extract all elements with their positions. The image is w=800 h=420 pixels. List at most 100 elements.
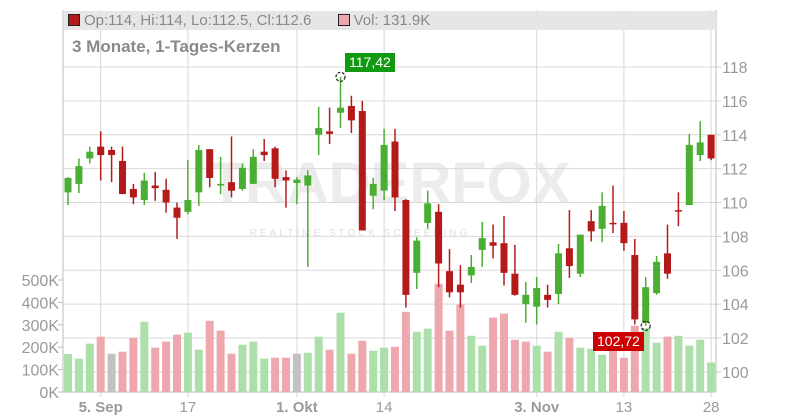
candle xyxy=(413,237,421,289)
candle-body xyxy=(653,261,661,294)
volume-bar xyxy=(598,354,607,392)
volume-bar xyxy=(707,362,716,392)
candle-body xyxy=(282,177,290,181)
volume-bar xyxy=(183,332,192,392)
volume-bar xyxy=(96,336,105,392)
volume-bar xyxy=(630,325,639,392)
candle-body xyxy=(86,151,94,159)
candle xyxy=(337,76,344,128)
candle-body xyxy=(173,207,181,218)
price-tick-label: 112 xyxy=(722,162,748,179)
volume-bar xyxy=(510,339,519,392)
candle xyxy=(674,192,682,227)
volume-bar xyxy=(74,358,83,392)
candle xyxy=(119,146,126,195)
volume-bar xyxy=(565,337,574,392)
candle-body xyxy=(337,107,344,113)
candle xyxy=(86,146,94,164)
price-tick-label: 118 xyxy=(722,60,748,77)
candle-body xyxy=(467,266,475,276)
candle xyxy=(456,265,464,308)
candle-body xyxy=(326,131,334,134)
candle xyxy=(685,133,693,206)
watermark-tagline: REALTIME STOCK SCREENING xyxy=(250,228,471,239)
volume-bar xyxy=(85,343,94,392)
candle-body xyxy=(184,199,192,212)
volume-bar xyxy=(238,344,247,392)
candle-body xyxy=(129,188,137,198)
candle xyxy=(315,106,323,156)
candle-body xyxy=(674,210,682,212)
candle-body xyxy=(511,273,519,295)
candle xyxy=(206,149,214,188)
price-tick-label: 108 xyxy=(722,229,749,246)
volume-tick-label: 500K xyxy=(22,273,60,290)
volume-bar xyxy=(663,336,672,392)
candle-body xyxy=(544,294,552,300)
candle-body xyxy=(97,146,105,156)
volume-bar xyxy=(696,339,705,392)
volume-bar xyxy=(500,313,508,392)
volume-legend-swatch xyxy=(337,14,350,26)
candle xyxy=(609,185,617,234)
volume-tick-label: 100K xyxy=(22,363,60,380)
ohlc-legend: Op:114, Hi:114, Lo:112.5, Cl:112.6 Vol: … xyxy=(64,11,716,30)
volume-bar xyxy=(554,331,563,392)
time-tick-label: 1. Okt xyxy=(276,399,318,416)
candle-body xyxy=(587,221,595,232)
candle xyxy=(598,192,606,243)
volume-bar xyxy=(543,351,552,392)
candle xyxy=(664,224,671,279)
volume-bar xyxy=(162,341,171,392)
volume-bar xyxy=(282,357,290,392)
candle-body xyxy=(315,127,323,135)
volume-bar xyxy=(325,349,334,392)
candle-body xyxy=(271,148,279,179)
volume-bar xyxy=(521,341,530,392)
candle-body xyxy=(260,151,268,156)
time-tick-label: 3. Nov xyxy=(514,399,560,416)
candle xyxy=(108,146,116,183)
candle xyxy=(576,234,584,278)
candle xyxy=(511,244,519,296)
volume-bar xyxy=(205,320,214,392)
watermark-logo: TRADERFOX xyxy=(210,151,571,216)
candle-body xyxy=(555,253,562,294)
high-marker-circle xyxy=(335,71,346,82)
volume-bar xyxy=(434,283,443,392)
volume-bar xyxy=(674,335,683,392)
candle-body xyxy=(424,203,432,223)
volume-bar xyxy=(129,337,138,392)
candle-body xyxy=(446,271,453,293)
price-tick-label: 102 xyxy=(722,331,749,348)
volume-bar xyxy=(412,331,421,392)
high-price-flag: 117,42 xyxy=(345,53,395,72)
candle xyxy=(162,178,170,213)
candle-body xyxy=(598,205,606,229)
price-tick-label: 114 xyxy=(722,128,748,145)
candle xyxy=(402,199,410,308)
candle xyxy=(642,277,650,326)
candle xyxy=(326,107,334,145)
candle-body xyxy=(631,255,639,320)
candle-body xyxy=(238,167,246,189)
candle-body xyxy=(478,238,486,250)
volume-bar xyxy=(619,357,628,392)
volume-tick-label: 0K xyxy=(39,385,59,402)
candle-body xyxy=(228,182,235,191)
volume-bar xyxy=(107,353,116,392)
candle-body xyxy=(249,156,257,184)
volume-bar xyxy=(173,334,181,392)
candle xyxy=(260,138,268,162)
candle-body xyxy=(304,175,312,186)
candle xyxy=(140,172,148,206)
candle-body xyxy=(64,177,72,193)
volume-tick-label: 400K xyxy=(22,295,60,312)
time-tick-label: 17 xyxy=(180,399,197,416)
candle xyxy=(707,134,715,161)
candle-body xyxy=(119,161,126,195)
candle xyxy=(347,95,355,134)
volume-bar xyxy=(140,321,149,392)
candle xyxy=(587,210,595,242)
volume-bar xyxy=(685,345,694,392)
